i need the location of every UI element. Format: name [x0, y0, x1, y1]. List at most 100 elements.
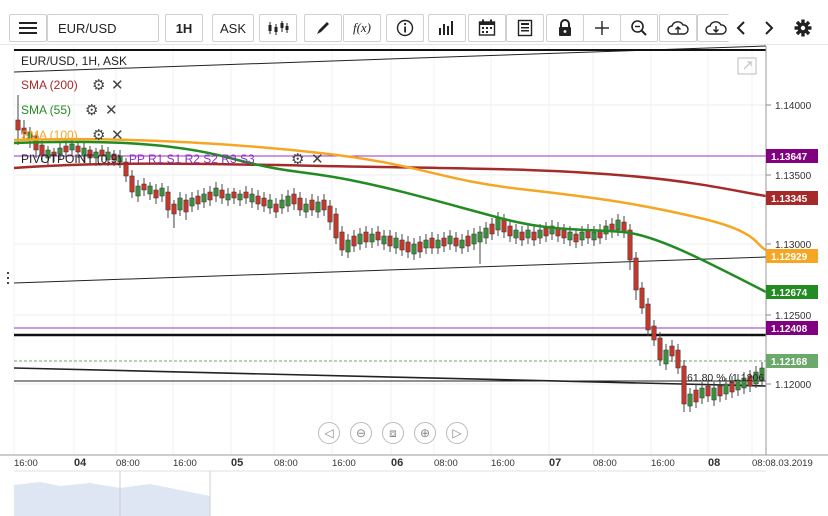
candle	[189, 192, 195, 212]
symbol-label: EUR/USD	[58, 20, 117, 36]
price-chart[interactable]: 1.14000 1.13500 1.13000 1.12500 1.12000 1.136…	[0, 45, 828, 516]
candle	[129, 170, 135, 198]
indicator-sma-200-label: SMA (200)	[21, 78, 78, 92]
candle	[339, 226, 345, 256]
candle	[681, 360, 687, 412]
upload-button[interactable]	[659, 14, 697, 42]
crosshair-button[interactable]	[583, 14, 621, 42]
candle	[729, 376, 735, 398]
indicator-sma-200: SMA (200)	[21, 78, 78, 92]
time-tick-label: 16:00	[173, 458, 197, 469]
candle	[195, 190, 201, 210]
menu-button[interactable]	[9, 14, 47, 42]
time-tick-label: 08:00	[593, 458, 617, 469]
time-tick-label: 08:08.03.2019	[752, 458, 813, 469]
price-marker-label: 1.12408	[771, 324, 808, 335]
price-marker-label: 1.13345	[771, 194, 808, 205]
fibonacci-label: 61.80 % (1.1206	[687, 372, 764, 384]
candle	[657, 332, 663, 366]
settings-button[interactable]	[788, 14, 818, 42]
sma-200-close-icon[interactable]: ✕	[111, 77, 124, 94]
zoom-in-icon[interactable]: ⊕	[414, 422, 436, 444]
news-button[interactable]	[506, 14, 544, 42]
candle	[717, 380, 723, 402]
trend-lines	[13, 45, 767, 387]
fit-icon[interactable]: ⧈	[382, 422, 404, 444]
candle	[663, 344, 669, 370]
indicator-pivotpoint-label: PIVOTPOINT (0.9)	[21, 152, 122, 166]
crosshair-icon	[595, 21, 609, 35]
candle	[333, 208, 339, 244]
candle	[699, 382, 705, 404]
sma-100-close-icon[interactable]: ✕	[111, 127, 124, 144]
menu-icon	[19, 22, 37, 34]
candle	[99, 145, 105, 162]
candle	[531, 226, 537, 246]
nav-right-icon[interactable]: ▷	[446, 422, 468, 444]
time-tick-label: 08:00	[116, 458, 140, 469]
price-type-button[interactable]: ASK	[212, 14, 254, 42]
candle	[405, 236, 411, 258]
volume-button[interactable]	[428, 14, 466, 42]
candle	[219, 184, 225, 204]
sma-100-settings-icon[interactable]: ⚙	[92, 127, 106, 144]
price-marker: 1.12674	[766, 285, 818, 299]
time-tick-label: 16:00	[491, 458, 515, 469]
draw-pen-button[interactable]	[304, 14, 342, 42]
price-marker: 1.13647	[766, 149, 818, 163]
pivotpoint-close-icon[interactable]: ✕	[311, 151, 324, 168]
calendar-button[interactable]	[468, 14, 506, 42]
timeframe-button[interactable]: 1H	[165, 14, 203, 42]
price-tick-label: 1.12500	[775, 311, 812, 322]
chart-area[interactable]: 1.14000 1.13500 1.13000 1.12500 1.12000 1.136…	[0, 45, 828, 516]
candle	[465, 230, 471, 252]
candle	[423, 234, 429, 254]
navigator[interactable]	[14, 470, 766, 516]
volume-bars-icon	[439, 21, 453, 35]
candle	[639, 282, 645, 314]
left-drag-handle[interactable]	[7, 272, 9, 284]
candle	[513, 224, 519, 244]
zoom-out-icon[interactable]: ⊖	[350, 422, 372, 444]
candle	[45, 146, 51, 166]
price-marker-label: 1.12168	[771, 357, 808, 368]
chevron-right-icon	[765, 21, 774, 35]
candle	[351, 230, 357, 252]
sma-55-settings-icon[interactable]: ⚙	[85, 102, 99, 119]
indicator-sma-100-label: SMA (100)	[21, 128, 78, 142]
lock-button[interactable]	[546, 14, 584, 42]
sma-55-line[interactable]	[13, 140, 767, 294]
candle	[687, 388, 693, 412]
sma-55-close-icon[interactable]: ✕	[105, 102, 118, 119]
info-button[interactable]	[386, 14, 424, 42]
scroll-right-button[interactable]	[756, 14, 782, 42]
candle	[447, 230, 453, 250]
candle	[21, 120, 27, 140]
candle	[411, 238, 417, 260]
time-tick-label: 08:00	[434, 458, 458, 469]
price-marker: 1.13345	[766, 191, 818, 205]
candle-type-button[interactable]	[259, 14, 297, 42]
price-tick-label: 1.13000	[775, 240, 812, 251]
candle	[573, 228, 579, 248]
lock-icon	[559, 19, 571, 36]
candle	[519, 226, 525, 246]
zoom-button[interactable]	[620, 14, 658, 42]
candle	[177, 192, 183, 216]
sma-200-line[interactable]	[13, 162, 767, 198]
indicator-fx-button[interactable]: f(x)	[343, 14, 381, 42]
trend-line-lower[interactable]	[13, 367, 767, 387]
fullscreen-icon[interactable]	[737, 57, 757, 75]
sma-200-settings-icon[interactable]: ⚙	[92, 77, 106, 94]
sma-100-line[interactable]	[13, 137, 767, 252]
trend-line-middle[interactable]	[13, 256, 767, 284]
candle	[381, 230, 387, 250]
scroll-left-button[interactable]	[728, 14, 754, 42]
candle	[153, 184, 159, 204]
candle	[549, 220, 555, 240]
nav-left-icon[interactable]: ◁	[318, 422, 340, 444]
pivotpoint-settings-icon[interactable]: ⚙	[291, 151, 305, 168]
moving-averages	[13, 137, 767, 294]
candle	[267, 194, 273, 214]
symbol-selector[interactable]: EUR/USD	[47, 14, 159, 42]
